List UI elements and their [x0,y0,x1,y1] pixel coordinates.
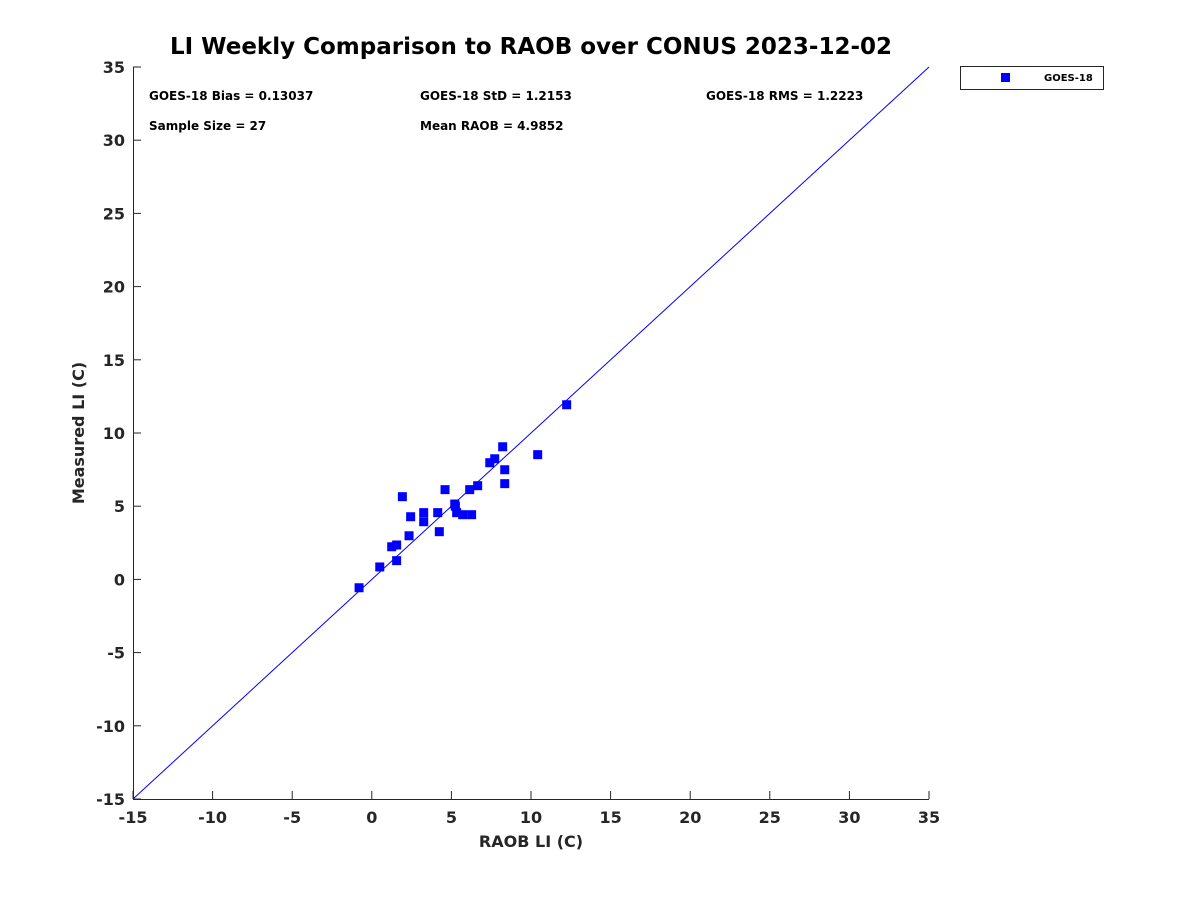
y-tick-label: 30 [103,131,125,150]
data-point [406,512,416,522]
y-tick-label: 20 [103,278,125,297]
y-axis-label: Measured LI (C) [69,362,88,504]
legend-label-goes-18: GOES-18 [1044,73,1093,84]
data-point [440,485,450,495]
legend-box [960,66,1104,90]
x-tick-label: 35 [918,808,940,827]
data-point [452,508,462,518]
x-axis-label: RAOB LI (C) [479,832,583,851]
plot-area: -15 -10 -5 0 5 10 15 20 25 30 35 -15 -10 -5 0 5 10 15 20 25… [96,58,940,827]
data-point [419,517,429,527]
data-point [419,508,429,518]
data-point [500,479,510,489]
data-point [387,542,397,552]
x-tick-label: -15 [119,808,148,827]
data-point [490,454,500,464]
data-point [433,508,443,518]
annotation-rms: GOES-18 RMS = 1.2223 [706,89,863,103]
chart-title: LI Weekly Comparison to RAOB over CONUS … [170,34,892,60]
y-tick-label: 25 [103,204,125,223]
data-point [450,501,460,511]
y-tick-label: -5 [107,644,125,663]
x-tick-label: 25 [759,808,781,827]
data-point [375,562,385,572]
data-point [473,481,483,491]
x-tick-label: 10 [520,808,542,827]
one-to-one-line [132,66,930,800]
y-tick-label: 5 [114,497,125,516]
data-point [562,400,572,410]
annotation-bias: GOES-18 Bias = 0.13037 [149,89,313,103]
y-tick-label: 10 [103,424,125,443]
data-point [485,458,495,468]
y-tick-label: -15 [96,790,125,809]
data-point [533,450,543,460]
data-point [397,492,407,502]
y-tick-label: 0 [114,570,125,589]
legend-marker-goes-18 [1001,73,1010,82]
y-tick-label: 15 [103,351,125,370]
data-point [404,531,414,541]
x-tick-label: 0 [366,808,377,827]
annotation-mean-raob: Mean RAOB = 4.9852 [420,119,564,133]
data-point [465,485,475,495]
legend: GOES-18 [960,66,1104,90]
y-tick-label: -10 [96,717,125,736]
data-point [500,465,510,475]
data-point [354,583,364,593]
data-point [392,556,402,566]
x-tick-label: -5 [283,808,301,827]
x-tick-label: -10 [198,808,227,827]
x-tick-label: 20 [679,808,701,827]
data-point [458,510,468,520]
data-point [392,540,402,550]
y-tick-label: 35 [103,58,125,77]
annotation-std: GOES-18 StD = 1.2153 [420,89,572,103]
annotation-sample-size: Sample Size = 27 [149,119,266,133]
data-point [498,442,508,452]
x-tick-label: 15 [599,808,621,827]
x-tick-label: 5 [446,808,457,827]
data-point [467,510,477,520]
data-point [434,527,444,537]
x-tick-label: 30 [838,808,860,827]
